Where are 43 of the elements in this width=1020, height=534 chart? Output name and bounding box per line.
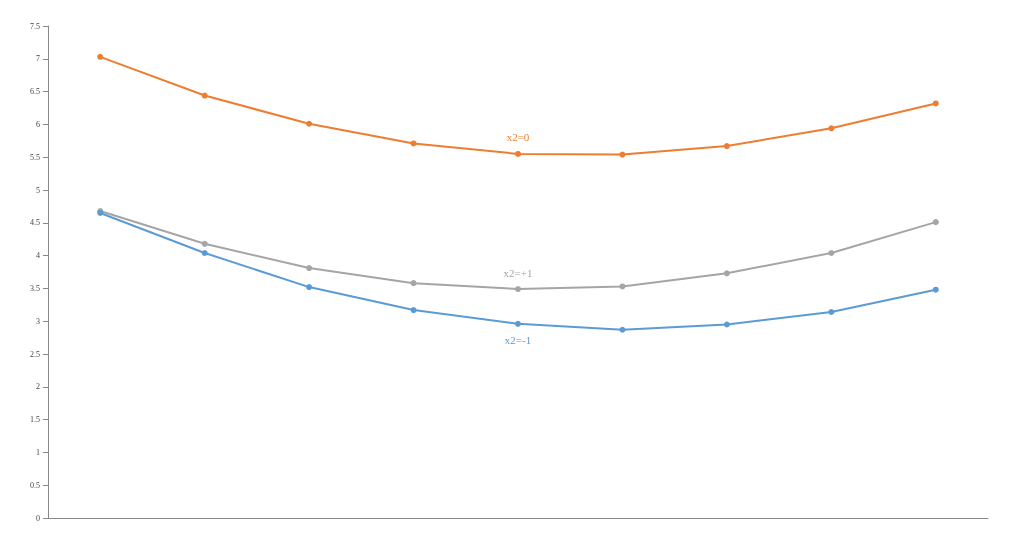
point xyxy=(619,283,626,290)
point xyxy=(515,150,521,157)
y-tick-label: 4 xyxy=(36,251,40,261)
y-tick-label: 7.5 xyxy=(30,21,40,31)
point xyxy=(306,284,313,291)
point xyxy=(828,249,835,256)
y-tick-label: 3.5 xyxy=(30,283,40,293)
series-label: x2=+1 xyxy=(503,266,533,279)
point xyxy=(932,100,939,107)
point xyxy=(723,270,730,277)
y-tick-label: 6 xyxy=(36,119,40,129)
point xyxy=(619,326,626,333)
point xyxy=(932,286,939,293)
point xyxy=(932,219,939,226)
point xyxy=(723,321,730,328)
point xyxy=(723,143,730,150)
point xyxy=(306,120,313,127)
point xyxy=(515,286,521,293)
y-tick-label: 4.5 xyxy=(30,218,40,228)
point xyxy=(97,53,104,60)
point xyxy=(410,307,417,314)
y-tick-label: 1 xyxy=(36,447,40,457)
point xyxy=(828,309,835,316)
y-tick-label: 6.5 xyxy=(30,87,40,97)
y-tick-label: 5.5 xyxy=(30,152,40,162)
y-tick-label: 1.5 xyxy=(30,415,40,425)
point xyxy=(201,249,208,256)
point xyxy=(306,265,313,272)
point xyxy=(410,280,417,287)
point xyxy=(619,151,626,158)
y-tick-label: 2.5 xyxy=(30,349,40,359)
y-tick-label: 2 xyxy=(36,382,40,392)
point xyxy=(828,125,835,132)
y-tick-label: 5 xyxy=(36,185,40,195)
y-tick-label: 0.5 xyxy=(30,480,40,490)
y-tick-label: 7 xyxy=(36,54,40,64)
y-tick-label: 0 xyxy=(36,513,40,523)
y-tick-label: 3 xyxy=(36,316,40,326)
series-label: x2=0 xyxy=(506,131,530,144)
point xyxy=(201,240,208,247)
series-label: x2=-1 xyxy=(504,334,532,347)
point xyxy=(410,140,417,147)
point xyxy=(515,320,521,327)
